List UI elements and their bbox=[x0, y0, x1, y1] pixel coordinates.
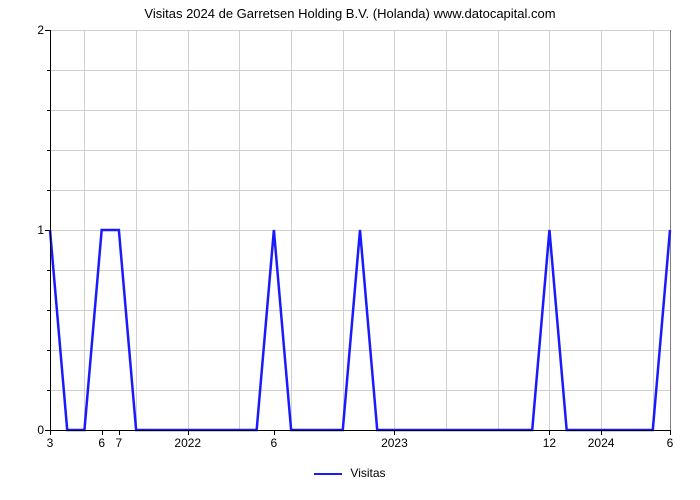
y-axis-line bbox=[50, 30, 51, 430]
series-polyline bbox=[50, 230, 670, 430]
xtick-label: 6 bbox=[271, 436, 278, 450]
xtick-mark bbox=[670, 430, 671, 435]
xtick-label: 6 bbox=[667, 436, 674, 450]
line-series bbox=[50, 30, 670, 430]
chart-title: Visitas 2024 de Garretsen Holding B.V. (… bbox=[0, 6, 700, 21]
legend-line-swatch bbox=[314, 473, 342, 475]
legend-label: Visitas bbox=[350, 466, 385, 480]
ytick-label: 0 bbox=[4, 423, 44, 437]
xtick-label: 2023 bbox=[381, 436, 408, 450]
xtick-label: 2022 bbox=[174, 436, 201, 450]
chart-container: Visitas 2024 de Garretsen Holding B.V. (… bbox=[0, 0, 700, 500]
legend: Visitas bbox=[0, 466, 700, 480]
xtick-label: 2024 bbox=[588, 436, 615, 450]
xtick-label: 12 bbox=[543, 436, 556, 450]
xtick-label: 6 bbox=[98, 436, 105, 450]
ytick-label: 1 bbox=[4, 223, 44, 237]
ytick-label: 2 bbox=[4, 23, 44, 37]
xtick-label: 3 bbox=[47, 436, 54, 450]
x-axis-line bbox=[50, 430, 670, 431]
xtick-label: 7 bbox=[116, 436, 123, 450]
